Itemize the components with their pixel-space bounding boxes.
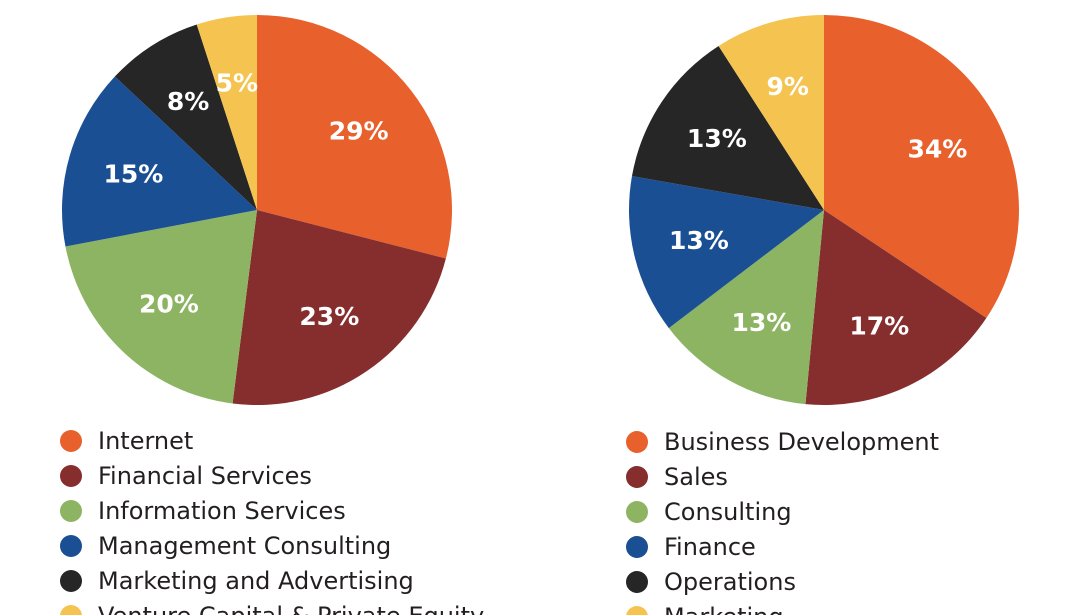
legend-item-internet: Internet — [60, 423, 484, 458]
legend-item-operations: Operations — [626, 564, 939, 599]
slice-label-marketing: 9% — [767, 72, 809, 101]
slice-label-sales: 17% — [849, 312, 909, 341]
slice-financial-services — [232, 210, 446, 405]
legend-label: Sales — [664, 462, 728, 491]
slice-information-services — [65, 210, 258, 404]
legend-item-sales: Sales — [626, 459, 939, 494]
legend-swatch — [626, 430, 648, 453]
slice-marketing-and-advertising — [114, 24, 257, 211]
legend-swatch — [60, 604, 82, 615]
legend-item-marketing: Marketing — [626, 599, 939, 615]
legend-swatch — [60, 429, 82, 452]
legend-swatch — [626, 500, 648, 523]
legend-label: Operations — [664, 567, 796, 596]
legend-swatch — [626, 535, 648, 558]
slice-label-business-development: 34% — [908, 135, 968, 164]
legend-item-marketing-and-advertising: Marketing and Advertising — [60, 563, 484, 598]
legend-label: Finance — [664, 532, 756, 561]
legend-swatch — [60, 499, 82, 522]
slice-label-financial-services: 23% — [299, 302, 359, 331]
legend-label: Marketing and Advertising — [98, 566, 414, 595]
legend-item-financial-services: Financial Services — [60, 458, 484, 493]
legend-item-information-services: Information Services — [60, 493, 484, 528]
slice-label-internet: 29% — [329, 117, 389, 146]
slice-label-venture-capital-and-private-equity: 5% — [216, 68, 258, 97]
slice-sales — [805, 210, 987, 406]
legend-swatch — [626, 465, 648, 488]
legend-label: Marketing — [664, 603, 784, 615]
legend-item-venture-capital-and-private-equity: Venture Capital & Private Equity — [60, 598, 484, 615]
legend-item-finance: Finance — [626, 529, 939, 564]
legend-swatch — [626, 605, 648, 615]
slice-internet — [257, 15, 452, 259]
legend-label: Internet — [98, 426, 194, 455]
slice-management-consulting — [62, 76, 257, 247]
legend-swatch — [626, 570, 648, 593]
slice-business-development — [824, 15, 1020, 319]
slice-consulting — [668, 210, 824, 405]
legend-label: Venture Capital & Private Equity — [98, 602, 484, 615]
legend-label: Consulting — [664, 497, 792, 526]
slice-operations — [631, 45, 824, 210]
slice-label-finance: 13% — [669, 226, 729, 255]
legend-label: Financial Services — [98, 461, 312, 490]
slice-label-information-services: 20% — [139, 289, 199, 318]
slice-finance — [628, 176, 824, 329]
slice-label-consulting: 13% — [732, 308, 792, 337]
legend-swatch — [60, 464, 82, 487]
slice-label-operations: 13% — [687, 124, 747, 153]
legend-item-consulting: Consulting — [626, 494, 939, 529]
pie-chart-industry: 29% 23% 20% 15% 8%5% — [62, 15, 452, 405]
slice-label-management-consulting: 15% — [103, 160, 163, 189]
legend-industry: Internet Financial Services Information Se… — [60, 423, 484, 615]
slice-label-marketing-and-advertising: 8% — [167, 87, 209, 116]
legend-swatch — [60, 534, 82, 557]
slice-marketing — [718, 15, 824, 210]
legend-label: Business Development — [664, 427, 940, 456]
legend-label: Information Services — [98, 496, 346, 525]
pie-chart-function: 34% 17% 13% 13% 13% 9% — [628, 15, 1020, 406]
legend-swatch — [60, 569, 82, 592]
legend-item-management-consulting: Management Consulting — [60, 528, 484, 563]
legend-item-business-development: Business Development — [626, 424, 939, 459]
legend-label: Management Consulting — [98, 531, 392, 560]
slice-venture-capital-and-private-equity — [196, 15, 257, 210]
legend-function: Business Development Sales Consulting Finan… — [626, 424, 939, 615]
